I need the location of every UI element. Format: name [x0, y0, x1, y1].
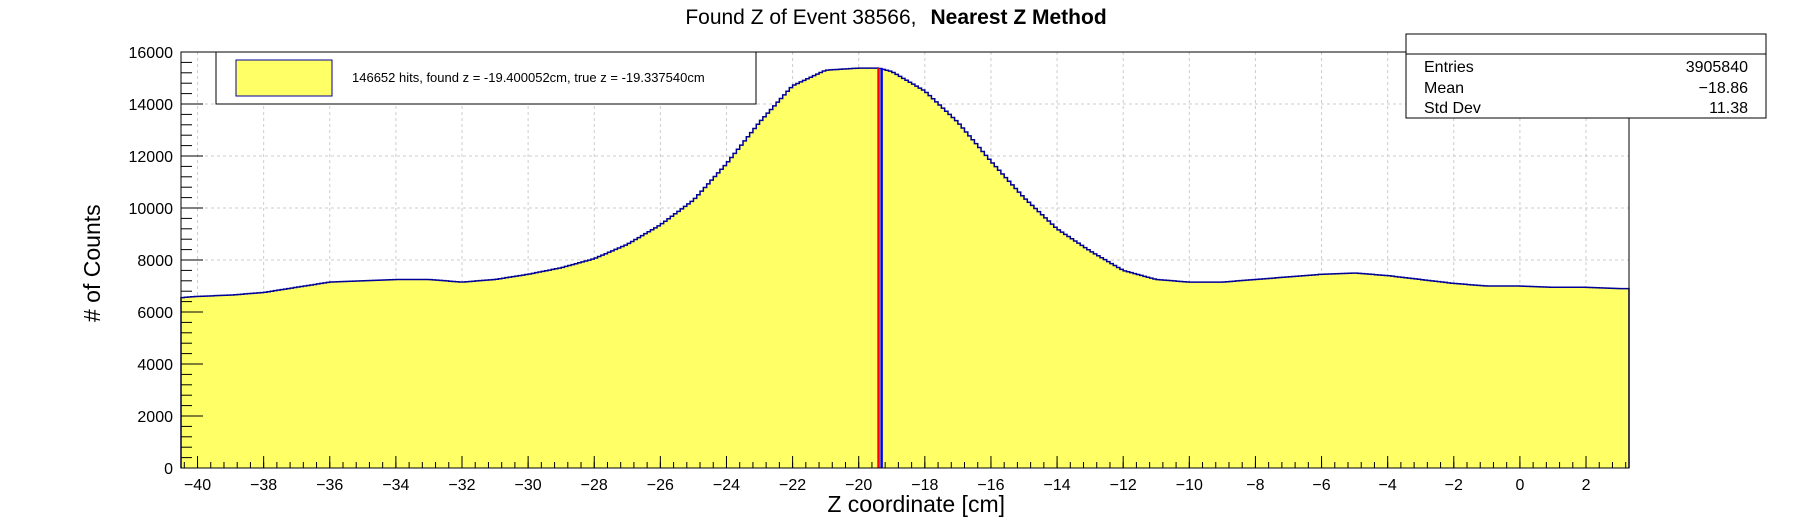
x-tick-label: −20 [845, 477, 872, 494]
x-tick-label: −34 [382, 477, 409, 494]
stats-stddev-value: 11.38 [1709, 100, 1748, 117]
chart-title: Found Z of Event 38566, Nearest Z Method [685, 6, 1106, 29]
y-tick-label: 4000 [137, 357, 173, 374]
x-tick-label: −6 [1312, 477, 1330, 494]
y-axis-title: # of Counts [79, 204, 105, 322]
x-tick-label: −40 [184, 477, 211, 494]
stats-box: Entries 3905840 Mean −18.86 Std Dev 11.3… [1405, 33, 1767, 119]
stats-entries-name: Entries [1424, 59, 1474, 76]
x-tick-label: −4 [1379, 477, 1397, 494]
x-tick-label: −16 [977, 477, 1004, 494]
x-tick-label: −32 [448, 477, 475, 494]
x-tick-label: 0 [1515, 477, 1524, 494]
y-tick-label: 0 [164, 461, 173, 478]
z-markers [877, 68, 883, 468]
chart-title-bold: Nearest Z Method [930, 6, 1106, 29]
x-tick-label: −14 [1044, 477, 1071, 494]
chart-title-normal: Found Z of Event 38566, [685, 6, 916, 29]
legend-label: 146652 hits, found z = -19.400052cm, tru… [352, 70, 705, 85]
x-tick-labels: −40 −38 −36 −34 −32 −30 −28 −26 −24 −22 −20 −18 −16−… [184, 477, 1591, 494]
axis-ticks [181, 51, 1627, 469]
histogram-outline [180, 67, 1630, 468]
x-tick-label: −38 [250, 477, 277, 494]
x-tick-label: −30 [515, 477, 542, 494]
x-tick-label: −22 [779, 477, 806, 494]
x-tick-label: −26 [647, 477, 674, 494]
x-tick-label: −2 [1445, 477, 1463, 494]
y-tick-label: 16000 [129, 45, 174, 62]
x-tick-label: −24 [713, 477, 740, 494]
stats-mean-value: −18.86 [1699, 80, 1748, 97]
y-tick-label: 12000 [129, 149, 174, 166]
y-tick-label: 14000 [129, 97, 174, 114]
y-tick-label: 2000 [137, 409, 173, 426]
histogram-fill [181, 68, 1629, 469]
legend-swatch [235, 59, 333, 97]
stats-stddev-name: Std Dev [1424, 100, 1481, 117]
y-tick-labels: 0 2000 4000 6000 8000 10000 12000 14000 16000 [129, 45, 174, 478]
stats-mean-name: Mean [1424, 80, 1464, 97]
y-tick-label: 10000 [129, 201, 174, 218]
x-tick-label: 2 [1582, 477, 1591, 494]
x-tick-label: −18 [911, 477, 938, 494]
y-tick-label: 6000 [137, 305, 173, 322]
y-tick-label: 8000 [137, 253, 173, 270]
legend-box: 146652 hits, found z = -19.400052cm, tru… [215, 51, 757, 105]
x-tick-label: −8 [1246, 477, 1264, 494]
x-tick-label: −28 [581, 477, 608, 494]
stats-entries-value: 3905840 [1686, 59, 1748, 76]
x-tick-label: −10 [1176, 477, 1203, 494]
x-tick-label: −12 [1110, 477, 1137, 494]
x-tick-label: −36 [316, 477, 343, 494]
x-axis-title: Z coordinate [cm] [827, 491, 1005, 517]
